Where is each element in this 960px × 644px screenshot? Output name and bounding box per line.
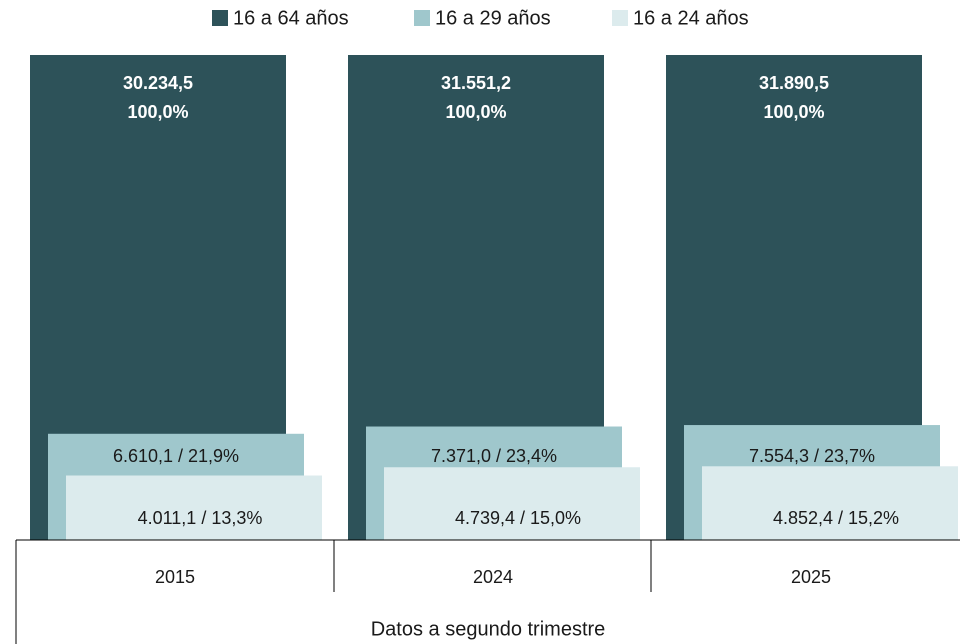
legend-swatch <box>212 10 228 26</box>
label-separator: / <box>196 508 211 528</box>
label-separator: / <box>173 446 188 466</box>
bar <box>384 467 640 540</box>
total-label: 30.234,5 <box>123 73 193 93</box>
label-separator: / <box>809 446 824 466</box>
value-label: 100,0% <box>127 102 188 122</box>
value-label: 21,9% <box>188 446 239 466</box>
bar-label: 4.852,4 / 15,2% <box>773 508 899 528</box>
legend-label: 16 a 64 años <box>233 7 349 29</box>
total-label: 7.371,0 <box>431 446 491 466</box>
x-tick-label: 2024 <box>473 567 513 587</box>
bar-label: 7.554,3 / 23,7% <box>749 446 875 466</box>
x-tick-label: 2025 <box>791 567 831 587</box>
value-label: 100,0% <box>763 102 824 122</box>
value-label: 23,7% <box>824 446 875 466</box>
x-tick-label: 2015 <box>155 567 195 587</box>
bar-label: 4.739,4 / 15,0% <box>455 508 581 528</box>
bar-label: 6.610,1 / 21,9% <box>113 446 239 466</box>
x-axis-title: Datos a segundo trimestre <box>371 618 606 640</box>
value-label: 15,0% <box>530 508 581 528</box>
label-separator: / <box>491 446 506 466</box>
bar <box>702 466 958 540</box>
bar <box>66 475 322 540</box>
total-label: 6.610,1 <box>113 446 173 466</box>
total-label: 31.551,2 <box>441 73 511 93</box>
value-label: 13,3% <box>211 508 262 528</box>
total-label: 4.011,1 <box>138 508 197 528</box>
value-label: 15,2% <box>848 508 899 528</box>
total-label: 4.739,4 <box>455 508 515 528</box>
bar-label: 4.011,1 / 13,3% <box>138 508 263 528</box>
bar-label: 7.371,0 / 23,4% <box>431 446 557 466</box>
total-label: 4.852,4 <box>773 508 833 528</box>
value-label: 23,4% <box>506 446 557 466</box>
value-label: 100,0% <box>445 102 506 122</box>
legend-swatch <box>414 10 430 26</box>
total-label: 31.890,5 <box>759 73 829 93</box>
legend-swatch <box>612 10 628 26</box>
total-label: 7.554,3 <box>749 446 809 466</box>
legend-label: 16 a 24 años <box>633 7 749 29</box>
label-separator: / <box>515 508 530 528</box>
label-separator: / <box>833 508 848 528</box>
legend-label: 16 a 29 años <box>435 7 551 29</box>
